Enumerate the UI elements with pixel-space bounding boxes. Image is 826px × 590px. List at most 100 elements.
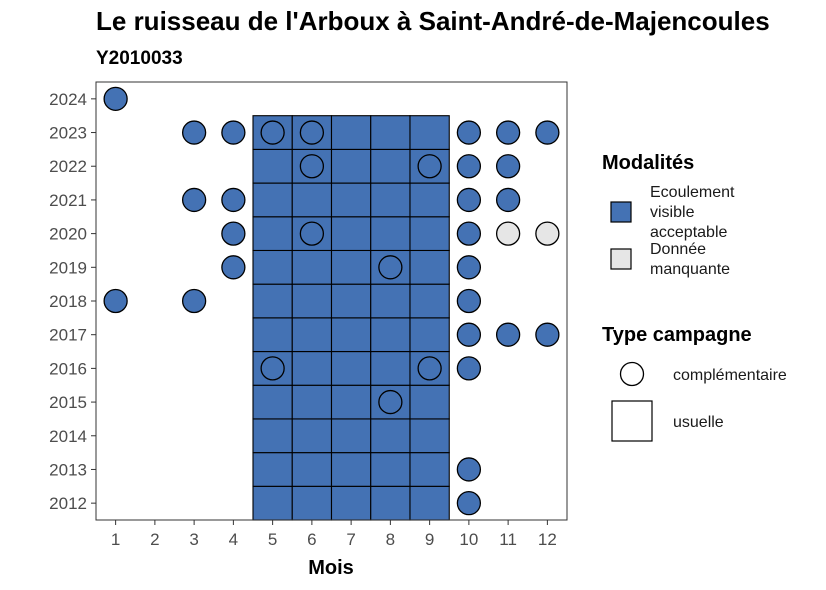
usual-tile	[409, 418, 450, 454]
data-point	[535, 120, 560, 145]
legend-key-type	[611, 400, 653, 442]
y-tick-label: 2012	[49, 494, 87, 513]
usual-tile	[252, 452, 293, 487]
legend-label-modalite: acceptable	[650, 224, 727, 241]
x-tick-label: 9	[425, 530, 434, 549]
legend-label-modalite: visible	[650, 204, 695, 221]
data-point	[456, 187, 482, 213]
usual-tile	[291, 317, 333, 353]
usual-tile	[370, 418, 411, 454]
legend-title-modalites: Modalités	[602, 152, 694, 174]
x-axis-title: Mois	[308, 557, 354, 579]
data-point	[103, 288, 128, 314]
usual-tile	[409, 452, 450, 487]
usual-tile	[330, 115, 372, 150]
data-point	[221, 221, 246, 246]
usual-tile	[291, 384, 333, 420]
legend-label-type: usuelle	[673, 414, 724, 431]
data-point	[535, 322, 560, 347]
legend-label-modalite: Ecoulement	[650, 184, 735, 201]
usual-tile	[370, 216, 411, 252]
usual-tile	[291, 485, 333, 521]
legend-key-type	[619, 361, 645, 387]
usual-tile	[409, 283, 450, 319]
usual-tile	[291, 350, 333, 386]
usual-tile	[330, 148, 372, 184]
usual-tile	[252, 216, 293, 252]
y-tick-label: 2017	[49, 326, 87, 345]
data-point	[299, 120, 325, 145]
usual-tile	[252, 148, 293, 184]
y-tick-label: 2015	[49, 393, 87, 412]
usual-tile	[370, 317, 411, 353]
usual-tile	[291, 418, 333, 454]
y-tick-label: 2022	[49, 157, 87, 176]
data-point	[456, 221, 482, 246]
usual-tile	[252, 182, 293, 218]
x-tick-label: 8	[386, 530, 395, 549]
data-point	[417, 154, 442, 179]
data-point	[378, 255, 403, 280]
data-point	[103, 86, 128, 111]
data-point	[495, 187, 521, 213]
usual-tile	[330, 384, 372, 420]
usual-tile	[330, 350, 372, 386]
x-tick-label: 4	[229, 530, 238, 549]
x-tick-label: 12	[538, 530, 557, 549]
usual-tile	[370, 350, 411, 386]
complementary-points	[103, 86, 560, 516]
data-point	[299, 221, 325, 246]
usual-tile	[330, 452, 372, 487]
usual-tile	[370, 452, 411, 487]
data-point	[221, 187, 246, 213]
usual-tile	[330, 216, 372, 252]
x-tick-label: 1	[111, 530, 120, 549]
usual-tiles	[252, 115, 450, 521]
legend-key-modalite	[610, 201, 632, 223]
x-tick-label: 11	[499, 530, 517, 549]
data-point	[260, 120, 285, 145]
usual-tile	[370, 283, 411, 319]
y-tick-label: 2024	[49, 90, 87, 109]
usual-tile	[291, 182, 333, 218]
data-point	[495, 154, 521, 179]
data-point	[221, 255, 246, 280]
usual-tile	[409, 317, 450, 353]
data-point	[456, 457, 482, 482]
data-point	[260, 356, 285, 381]
data-point	[495, 221, 521, 246]
x-tick-label: 2	[150, 530, 159, 549]
legend-label-modalite: manquante	[650, 261, 730, 278]
usual-tile	[330, 317, 372, 353]
chart-title: Le ruisseau de l'Arboux à Saint-André-de…	[96, 6, 770, 36]
usual-tile	[252, 384, 293, 420]
data-point	[181, 288, 207, 314]
data-point	[456, 120, 482, 145]
data-point	[495, 322, 521, 347]
y-tick-label: 2016	[49, 359, 87, 378]
y-tick-label: 2014	[49, 427, 87, 446]
data-point	[456, 288, 482, 314]
y-tick-label: 2019	[49, 258, 87, 277]
data-point	[495, 120, 521, 145]
usual-tile	[370, 182, 411, 218]
y-tick-label: 2013	[49, 460, 87, 479]
usual-tile	[330, 283, 372, 319]
usual-tile	[330, 418, 372, 454]
legend-key-modalite	[610, 248, 632, 270]
y-tick-label: 2018	[49, 292, 87, 311]
usual-tile	[409, 115, 450, 150]
usual-tile	[370, 115, 411, 150]
usual-tile	[252, 317, 293, 353]
usual-tile	[370, 485, 411, 521]
usual-tile	[252, 249, 293, 285]
usual-tile	[252, 485, 293, 521]
x-tick-label: 5	[268, 530, 277, 549]
usual-tile	[291, 452, 333, 487]
x-tick-label: 7	[346, 530, 355, 549]
data-point	[181, 187, 207, 213]
usual-tile	[291, 283, 333, 319]
data-point	[535, 221, 560, 246]
data-point	[456, 491, 482, 516]
data-point	[456, 356, 482, 381]
